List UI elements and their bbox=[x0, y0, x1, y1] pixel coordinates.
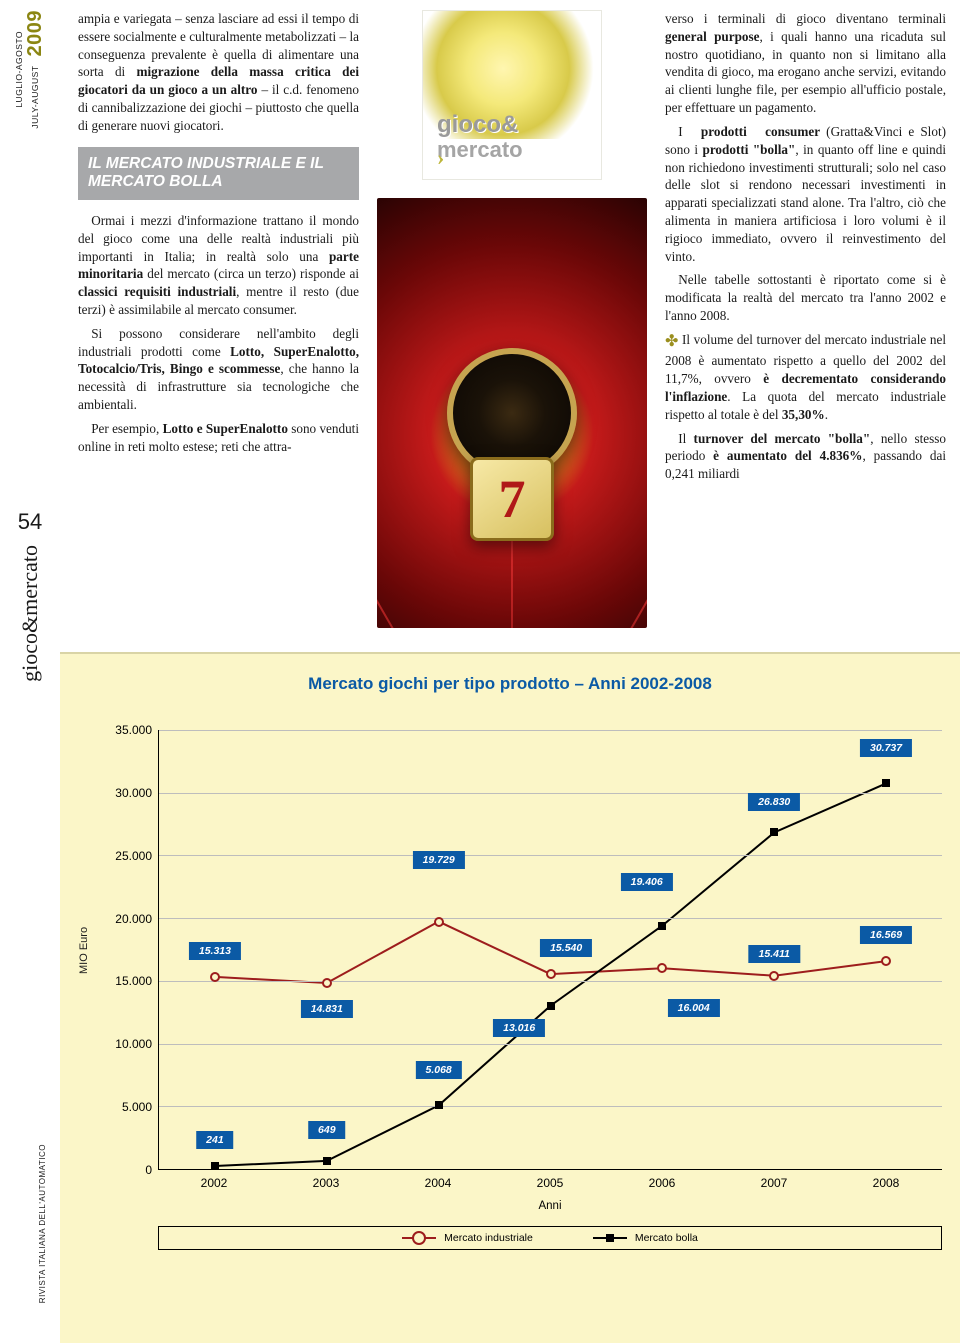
gridline bbox=[159, 1044, 942, 1045]
logo-arrow-icon: › bbox=[437, 143, 444, 173]
chart-point bbox=[547, 1002, 555, 1010]
chart-point bbox=[211, 1162, 219, 1170]
chart-value-label: 19.406 bbox=[621, 873, 673, 891]
y-axis-ticks: 05.00010.00015.00020.00025.00030.00035.0… bbox=[98, 730, 158, 1170]
gridline bbox=[159, 793, 942, 794]
chart-point bbox=[435, 1101, 443, 1109]
x-tick: 2002 bbox=[158, 1176, 270, 1190]
para-1: ampia e variegata – senza lasciare ad es… bbox=[78, 10, 359, 135]
chart-point bbox=[322, 978, 332, 988]
y-tick: 0 bbox=[145, 1163, 152, 1177]
para-r2: I prodotti consumer (Gratta&Vinci e Slot… bbox=[665, 123, 946, 266]
y-tick: 30.000 bbox=[115, 786, 152, 800]
x-tick: 2007 bbox=[718, 1176, 830, 1190]
gridline bbox=[159, 1106, 942, 1107]
subhead: IL MERCATO INDUSTRIALE E IL MERCATO BOLL… bbox=[78, 147, 359, 200]
x-tick: 2005 bbox=[494, 1176, 606, 1190]
y-tick: 25.000 bbox=[115, 849, 152, 863]
y-tick: 35.000 bbox=[115, 723, 152, 737]
gridline bbox=[159, 730, 942, 731]
year: 2009 bbox=[24, 10, 46, 57]
chart-value-label: 5.068 bbox=[416, 1061, 462, 1079]
x-tick: 2003 bbox=[270, 1176, 382, 1190]
section-name: gioco&mercato bbox=[17, 545, 43, 682]
chart-value-label: 14.831 bbox=[301, 1000, 353, 1018]
article-body: ampia e variegata – senza lasciare ad es… bbox=[60, 0, 960, 652]
month-en: JULY-AUGUST bbox=[30, 66, 40, 129]
y-tick: 10.000 bbox=[115, 1037, 152, 1051]
chart-point bbox=[546, 969, 556, 979]
left-sidebar: LUGLIO-AGOSTO JULY-AUGUST 2009 54 gioco&… bbox=[0, 0, 60, 1343]
column-left: ampia e variegata – senza lasciare ad es… bbox=[78, 10, 359, 628]
chart-value-label: 26.830 bbox=[748, 793, 800, 811]
y-axis-label: MIO Euro bbox=[78, 730, 98, 1170]
plot-region: 15.313 14.831 19.729 15.540 16.004 15.411 16.5… bbox=[158, 730, 942, 1170]
chart-legend: Mercato industriale Mercato bolla bbox=[158, 1226, 942, 1250]
x-tick: 2006 bbox=[606, 1176, 718, 1190]
para-3: Si possono considerare nell'ambito degli… bbox=[78, 325, 359, 414]
legend-label-bolla: Mercato bolla bbox=[635, 1232, 698, 1244]
clover-icon: ✤ bbox=[665, 333, 678, 350]
gridline bbox=[159, 981, 942, 982]
gridline bbox=[159, 918, 942, 919]
para-r1: verso i terminali di gioco diventano ter… bbox=[665, 10, 946, 117]
x-tick: 2008 bbox=[830, 1176, 942, 1190]
chart-point bbox=[769, 971, 779, 981]
chart-value-label: 15.540 bbox=[540, 939, 592, 957]
chart-value-label: 16.569 bbox=[860, 926, 912, 944]
chart-point bbox=[323, 1157, 331, 1165]
para-r3: Nelle tabelle sottostanti è riportato co… bbox=[665, 271, 946, 324]
chart-plot-area: MIO Euro 05.00010.00015.00020.00025.0003… bbox=[78, 730, 942, 1170]
chart-point bbox=[770, 828, 778, 836]
legend-item-bolla: Mercato bolla bbox=[593, 1232, 698, 1244]
y-tick: 20.000 bbox=[115, 912, 152, 926]
chart-title: Mercato giochi per tipo prodotto – Anni … bbox=[78, 674, 942, 694]
y-tick: 15.000 bbox=[115, 974, 152, 988]
journal-name: RIVISTA ITALIANA DELL'AUTOMATICO bbox=[38, 1144, 47, 1303]
x-axis-label: Anni bbox=[158, 1200, 942, 1212]
x-tick: 2004 bbox=[382, 1176, 494, 1190]
legend-item-industriale: Mercato industriale bbox=[402, 1232, 533, 1244]
chart-point bbox=[882, 779, 890, 787]
chart-container: Mercato giochi per tipo prodotto – Anni … bbox=[60, 652, 960, 1343]
chart-value-label: 13.016 bbox=[493, 1019, 545, 1037]
hero-image: 7 bbox=[377, 198, 647, 628]
chart-value-label: 15.313 bbox=[189, 942, 241, 960]
x-axis-ticks: 2002200320042005200620072008 bbox=[158, 1176, 942, 1190]
chart-value-label: 19.729 bbox=[413, 851, 465, 869]
column-right: verso i terminali di gioco diventano ter… bbox=[665, 10, 946, 628]
section-logo: gioco& mercato › bbox=[422, 10, 602, 180]
gridline bbox=[159, 855, 942, 856]
issue-date: LUGLIO-AGOSTO JULY-AUGUST 2009 bbox=[14, 10, 47, 129]
chart-value-label: 16.004 bbox=[668, 999, 720, 1017]
para-r4: ✤ Il volume del turnover del mercato ind… bbox=[665, 331, 946, 424]
legend-swatch-bolla bbox=[593, 1237, 627, 1239]
month-it: LUGLIO-AGOSTO bbox=[14, 31, 24, 108]
chart-point bbox=[210, 972, 220, 982]
chart-value-label: 30.737 bbox=[860, 739, 912, 757]
chart-point bbox=[881, 956, 891, 966]
legend-swatch-industriale bbox=[402, 1237, 436, 1239]
para-r5: Il turnover del mercato "bolla", nello s… bbox=[665, 430, 946, 483]
chart-value-label: 649 bbox=[308, 1121, 346, 1139]
chart-point bbox=[658, 922, 666, 930]
legend-label-industriale: Mercato industriale bbox=[444, 1232, 533, 1244]
chart-value-label: 241 bbox=[196, 1131, 234, 1149]
logo-line2: mercato bbox=[437, 135, 523, 165]
chart-value-label: 15.411 bbox=[749, 945, 800, 963]
chart-point bbox=[434, 917, 444, 927]
page-number: 54 bbox=[18, 509, 42, 535]
y-tick: 5.000 bbox=[122, 1100, 152, 1114]
para-2: Ormai i mezzi d'informazione trattano il… bbox=[78, 212, 359, 319]
para-4: Per esempio, Lotto e SuperEnalotto sono … bbox=[78, 420, 359, 456]
column-center: gioco& mercato › bbox=[377, 10, 647, 628]
chart-point bbox=[657, 963, 667, 973]
